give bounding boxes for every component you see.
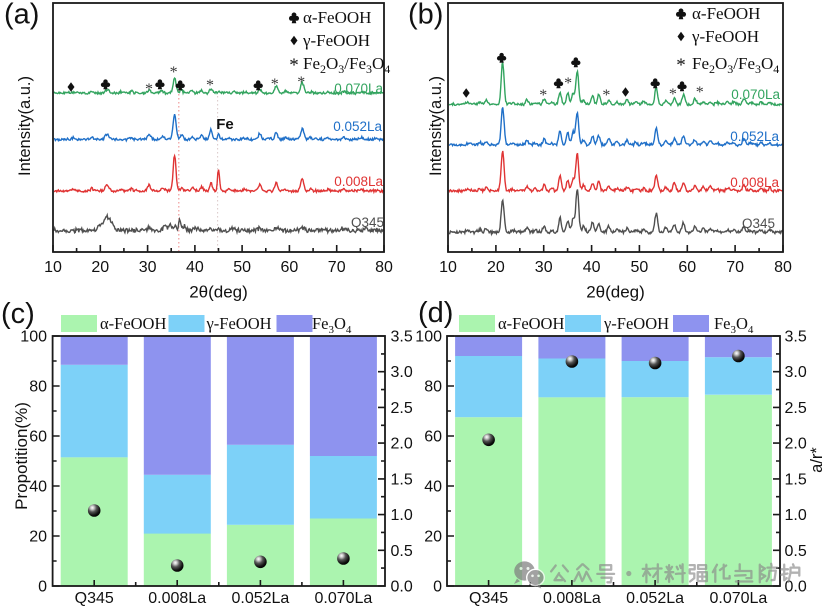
svg-text:0.070La: 0.070La: [334, 81, 383, 96]
svg-text:40: 40: [186, 259, 204, 276]
svg-text:1.5: 1.5: [391, 471, 413, 488]
svg-text:*: *: [669, 86, 677, 103]
svg-text:60: 60: [29, 429, 47, 446]
svg-text:100: 100: [20, 329, 47, 346]
svg-text:0.052La: 0.052La: [626, 590, 684, 607]
svg-text:*: *: [564, 75, 572, 92]
svg-text:γ-FeOOH: γ-FeOOH: [603, 314, 669, 333]
svg-text:Q345: Q345: [742, 216, 775, 231]
svg-text:0.008La: 0.008La: [148, 590, 206, 607]
svg-text:1.5: 1.5: [785, 471, 807, 488]
svg-text:0.5: 0.5: [391, 543, 413, 560]
svg-text:(d): (d): [418, 297, 453, 329]
svg-text:3.5: 3.5: [391, 329, 413, 346]
svg-text:Propotition(%): Propotition(%): [12, 402, 31, 510]
svg-text:0: 0: [38, 579, 47, 596]
svg-text:1.0: 1.0: [785, 507, 807, 524]
svg-text:*: *: [696, 84, 704, 101]
svg-text:*: *: [297, 74, 305, 91]
svg-text:30: 30: [535, 259, 553, 276]
svg-text:40: 40: [424, 479, 442, 496]
svg-text:10: 10: [44, 259, 62, 276]
svg-text:Q345: Q345: [469, 590, 508, 607]
svg-text:80: 80: [375, 259, 393, 276]
svg-text:50: 50: [631, 259, 649, 276]
svg-text:*: *: [170, 64, 178, 81]
svg-text:Q345: Q345: [351, 215, 384, 230]
svg-text:0.008La: 0.008La: [730, 175, 779, 190]
svg-text:60: 60: [281, 259, 299, 276]
svg-text:0.008La: 0.008La: [543, 590, 601, 607]
svg-text:Intensity(a.u.): Intensity(a.u.): [16, 76, 34, 176]
svg-text:100: 100: [415, 329, 442, 346]
svg-text:Fe3O4: Fe3O4: [312, 314, 352, 336]
svg-text:30: 30: [139, 259, 157, 276]
svg-text:Q345: Q345: [75, 590, 114, 607]
svg-text:(c): (c): [1, 298, 35, 330]
svg-text:γ-FeOOH: γ-FeOOH: [206, 314, 272, 333]
svg-text:80: 80: [424, 379, 442, 396]
svg-text:3.0: 3.0: [785, 364, 807, 381]
svg-text:2θ(deg): 2θ(deg): [586, 283, 645, 302]
svg-text:α-FeOOH: α-FeOOH: [692, 4, 760, 23]
svg-text:Fe: Fe: [216, 116, 234, 133]
svg-text:Fe2O3/Fe3O4: Fe2O3/Fe3O4: [303, 54, 390, 76]
svg-text:*: *: [539, 87, 547, 104]
svg-text:20: 20: [91, 259, 109, 276]
svg-text:0.052La: 0.052La: [730, 129, 779, 144]
svg-text:a/r*: a/r*: [808, 447, 826, 473]
svg-text:0.070La: 0.070La: [314, 590, 372, 607]
svg-text:20: 20: [29, 529, 47, 546]
svg-text:2θ(deg): 2θ(deg): [189, 283, 248, 302]
svg-text:2.0: 2.0: [391, 436, 413, 453]
svg-text:80: 80: [774, 259, 792, 276]
svg-text:0: 0: [433, 579, 442, 596]
svg-text:40: 40: [29, 479, 47, 496]
svg-text:80: 80: [29, 379, 47, 396]
svg-text:*: *: [676, 55, 686, 76]
svg-text:*: *: [145, 81, 153, 98]
svg-text:0.5: 0.5: [785, 543, 807, 560]
svg-text:(b): (b): [408, 0, 443, 31]
svg-text:3.0: 3.0: [391, 364, 413, 381]
svg-text:2.5: 2.5: [785, 400, 807, 417]
svg-text:20: 20: [487, 259, 505, 276]
svg-text:α-FeOOH: α-FeOOH: [498, 314, 564, 333]
svg-text:1.0: 1.0: [391, 507, 413, 524]
svg-text:Intensity(a.u.): Intensity(a.u.): [427, 76, 445, 176]
svg-text:γ-FeOOH: γ-FeOOH: [691, 27, 759, 46]
svg-text:0.070La: 0.070La: [709, 590, 767, 607]
svg-text:α-FeOOH: α-FeOOH: [100, 314, 166, 333]
svg-text:0.052La: 0.052La: [333, 119, 382, 134]
svg-text:70: 70: [328, 259, 346, 276]
svg-text:2.0: 2.0: [785, 436, 807, 453]
svg-text:0.0: 0.0: [785, 579, 807, 596]
svg-text:Fe3O4: Fe3O4: [714, 314, 754, 336]
svg-text:0.052La: 0.052La: [231, 590, 289, 607]
svg-text:60: 60: [678, 259, 696, 276]
svg-text:γ-FeOOH: γ-FeOOH: [302, 31, 370, 50]
svg-text:70: 70: [726, 259, 744, 276]
svg-text:40: 40: [583, 259, 601, 276]
svg-text:20: 20: [424, 529, 442, 546]
svg-text:10: 10: [439, 259, 457, 276]
svg-text:α-FeOOH: α-FeOOH: [303, 8, 371, 27]
svg-text:*: *: [602, 87, 610, 104]
svg-text:2.5: 2.5: [391, 400, 413, 417]
svg-text:*: *: [289, 55, 299, 76]
svg-text:0.008La: 0.008La: [334, 174, 383, 189]
svg-text:Fe2O3/Fe3O4: Fe2O3/Fe3O4: [692, 54, 779, 76]
svg-text:*: *: [206, 77, 214, 94]
svg-text:(a): (a): [4, 0, 39, 31]
svg-text:*: *: [271, 76, 279, 93]
svg-text:60: 60: [424, 429, 442, 446]
svg-text:3.5: 3.5: [785, 329, 807, 346]
svg-text:50: 50: [233, 259, 251, 276]
svg-text:0.0: 0.0: [391, 579, 413, 596]
svg-text:0.070La: 0.070La: [731, 87, 780, 102]
